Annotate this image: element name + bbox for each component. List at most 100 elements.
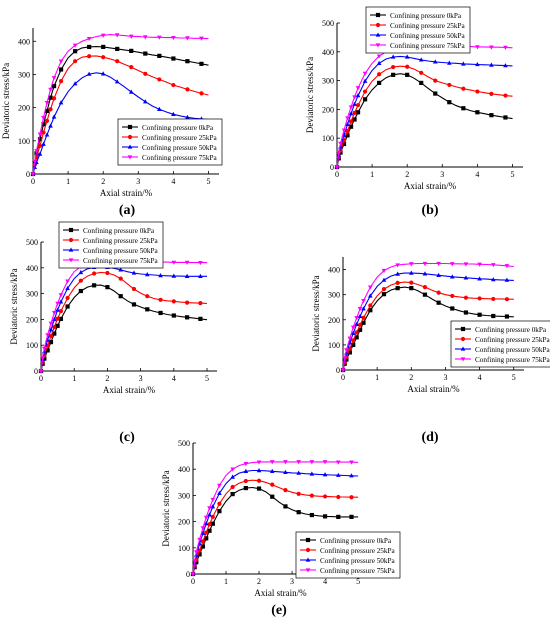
- data-point: [243, 485, 248, 491]
- data-point: [204, 536, 209, 541]
- data-point: [68, 247, 74, 252]
- data-point: [65, 285, 70, 291]
- x-tick-label: 4: [172, 374, 176, 383]
- data-point: [55, 323, 60, 328]
- legend-entry: Confining pressure 75kPa: [83, 257, 158, 265]
- data-point: [350, 325, 356, 330]
- data-point: [450, 306, 455, 311]
- data-point: [422, 285, 428, 290]
- data-point: [51, 76, 57, 81]
- data-point: [447, 82, 452, 88]
- data-point: [171, 313, 176, 318]
- series-line: [40, 266, 207, 372]
- data-point: [350, 330, 356, 336]
- y-tick-label: 200: [18, 104, 30, 113]
- x-tick-label: 5: [510, 170, 514, 179]
- data-point: [42, 346, 47, 351]
- legend-entry: Confining pressure 50kPa: [320, 557, 395, 565]
- data-point: [375, 43, 381, 48]
- data-point: [78, 269, 84, 275]
- data-point: [217, 509, 222, 514]
- data-point: [355, 110, 361, 115]
- x-axis-label: Axial strain/%: [103, 385, 156, 395]
- y-tick-label: 100: [178, 544, 190, 553]
- data-point: [145, 294, 150, 299]
- y-tick-label: 0: [34, 367, 38, 376]
- x-axis-label: Axial strain/%: [407, 384, 460, 394]
- data-point: [143, 71, 148, 76]
- y-tick-label: 100: [26, 341, 38, 350]
- data-point: [352, 110, 357, 115]
- data-point: [390, 54, 396, 59]
- data-point: [381, 268, 387, 274]
- data-point: [256, 478, 262, 483]
- chart-panel-3: 0 100 200 300 400 500 0 1 2 3 4 5 Axial strain/% Devi…: [9, 221, 217, 445]
- legend: Confining pressure 0kPa Confining pressur…: [295, 531, 401, 579]
- data-point: [38, 369, 44, 374]
- data-point: [357, 322, 363, 327]
- data-point: [200, 526, 206, 531]
- data-point: [48, 334, 54, 339]
- data-point: [504, 314, 510, 319]
- data-point: [449, 262, 455, 267]
- y-tick-label: 400: [178, 465, 190, 474]
- data-point: [86, 71, 92, 76]
- data-point: [72, 81, 78, 86]
- y-tick-label: 400: [328, 266, 340, 275]
- data-point: [101, 44, 106, 50]
- data-point: [230, 474, 235, 479]
- data-point: [503, 93, 508, 98]
- data-point: [270, 482, 275, 487]
- data-point: [354, 330, 359, 335]
- series-line: [336, 55, 513, 168]
- data-point: [217, 501, 222, 506]
- data-point: [207, 512, 212, 517]
- legend-entry: Confining pressure 25kPa: [475, 336, 550, 344]
- data-point: [348, 111, 354, 116]
- data-point: [377, 72, 382, 77]
- chart-panel-5: 0 100 200 300 400 500 0 1 2 3 4 5 Axial strain/% Devi…: [161, 439, 401, 618]
- data-point: [296, 491, 301, 496]
- data-point: [171, 273, 177, 278]
- data-point: [185, 315, 190, 320]
- data-point: [118, 267, 124, 272]
- data-point: [217, 483, 222, 488]
- data-point: [204, 530, 209, 535]
- data-point: [475, 110, 480, 115]
- data-point: [40, 355, 45, 361]
- data-point: [105, 285, 110, 290]
- data-point: [334, 165, 340, 170]
- y-tick-label: 200: [178, 518, 190, 527]
- data-point: [210, 504, 216, 509]
- series-line: [336, 65, 513, 168]
- data-point: [422, 271, 428, 276]
- data-point: [52, 331, 57, 336]
- panel-label: (d): [421, 430, 438, 445]
- data-point: [207, 522, 212, 527]
- series-line: [336, 73, 513, 168]
- data-point: [58, 59, 64, 64]
- y-tick-label: 300: [18, 70, 30, 79]
- y-tick-label: 100: [322, 134, 334, 143]
- data-point: [354, 316, 359, 321]
- x-tick-label: 0: [191, 577, 195, 586]
- y-tick-label: 100: [18, 137, 30, 146]
- chart-panel-4: 0 100 200 300 400 0 1 2 3 4 5 Axial strain/% Deviato…: [311, 257, 550, 445]
- y-axis-label: Deviatoric stress/kPa: [311, 275, 321, 351]
- data-point: [269, 468, 275, 473]
- data-point: [55, 307, 60, 312]
- legend: Confining pressure 0kPa Confining pressur…: [365, 6, 471, 54]
- data-point: [463, 310, 469, 315]
- data-point: [51, 83, 57, 89]
- data-point: [351, 338, 356, 343]
- data-point: [230, 467, 235, 472]
- data-point: [377, 80, 382, 86]
- data-point: [357, 327, 363, 332]
- data-point: [51, 316, 57, 322]
- data-point: [118, 294, 123, 299]
- data-point: [446, 60, 452, 65]
- data-point: [243, 468, 249, 473]
- x-tick-label: 0: [335, 170, 339, 179]
- data-point: [418, 57, 424, 62]
